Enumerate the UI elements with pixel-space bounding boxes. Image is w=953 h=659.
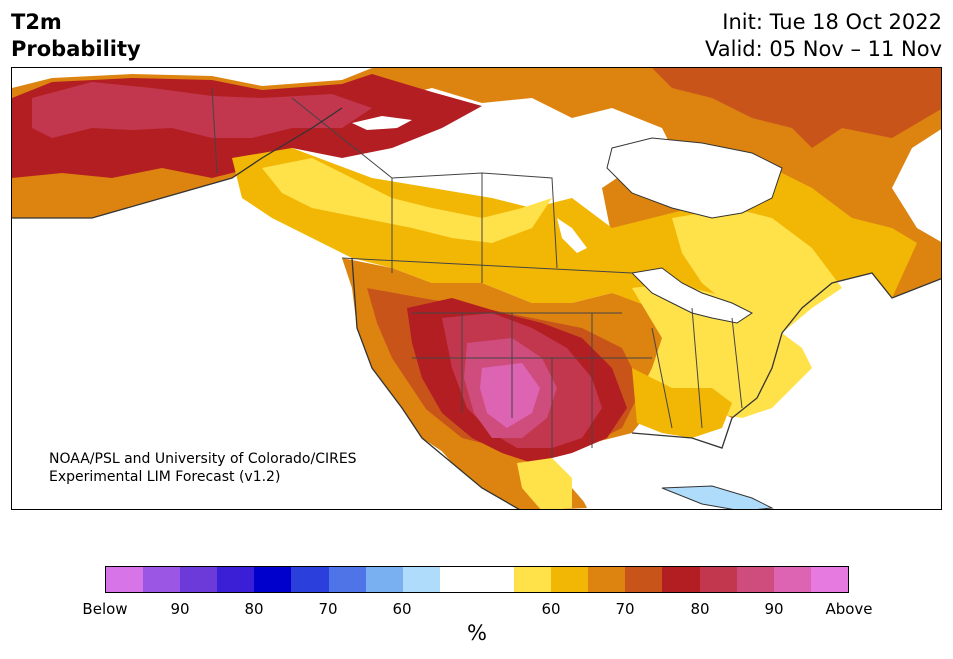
lake-great-slave [407,150,482,163]
colorbar-segment [180,567,218,592]
admin-borders [211,87,743,458]
colorbar-segment [625,567,663,592]
colorbar-segment [551,567,589,592]
map-title: T2m Probability [11,9,141,63]
colorbar-tick-label: Below [82,600,128,618]
colorbar-segment [810,567,848,592]
colorbar-segment [143,567,181,592]
colorbar-tick-label: 80 [244,600,264,618]
colorbar-tick-label: 60 [392,600,412,618]
land-ne-red [652,68,941,148]
land-mexico [412,398,587,509]
title-type: Probability [11,37,141,61]
colorbar-segment [773,567,811,592]
colorbar-segment [291,567,329,592]
land-mexico-yellow [517,458,572,509]
credit-text: NOAA/PSL and University of Colorado/CIRE… [49,450,357,486]
colorbar-segment [514,567,552,592]
init-date: Init: Tue 18 Oct 2022 [722,10,942,34]
cuba [661,485,774,509]
colorbar-tick-label: 60 [541,600,561,618]
lake-great-bear [352,116,412,130]
colorbar-tick-label: 90 [764,600,784,618]
coastlines [12,107,941,509]
colorbar-segment [217,567,255,592]
colorbar-segment [662,567,700,592]
colorbar-segment [254,567,292,592]
land-se-us [632,368,732,438]
colorbar-tick-label: Above [825,600,873,618]
valid-range: Valid: 05 Nov – 11 Nov [705,37,942,61]
forecast-dates: Init: Tue 18 Oct 2022 Valid: 05 Nov – 11… [705,9,942,63]
colorbar [105,566,849,593]
lake-winnipeg [557,218,587,253]
colorbar-segment [365,567,403,592]
colorbar-tick-label: 90 [170,600,190,618]
colorbar-segment [439,567,477,592]
colorbar-segment [736,567,774,592]
colorbar-segment [476,567,515,592]
probability-map [11,67,942,510]
colorbar-segment [106,567,144,592]
hudson-bay [606,137,783,219]
colorbar-unit: % [467,621,487,645]
map-canvas [12,68,941,509]
credit-line-2: Experimental LIM Forecast (v1.2) [49,469,281,485]
colorbar-segment [402,567,440,592]
land-east-light [672,208,842,338]
great-lakes [630,267,753,324]
land-alaska-core [32,82,372,138]
credit-line-1: NOAA/PSL and University of Colorado/CIRE… [49,451,357,467]
colorbar-tick-label: 80 [690,600,710,618]
colorbar-segment [328,567,366,592]
colorbar-tick-label: 70 [615,600,635,618]
land-canada-light [262,158,552,243]
colorbar-tick-label: 70 [318,600,338,618]
land-south-hotpink [480,363,540,428]
colorbar-segment [588,567,626,592]
title-variable: T2m [11,10,62,34]
colorbar-segment [699,567,737,592]
